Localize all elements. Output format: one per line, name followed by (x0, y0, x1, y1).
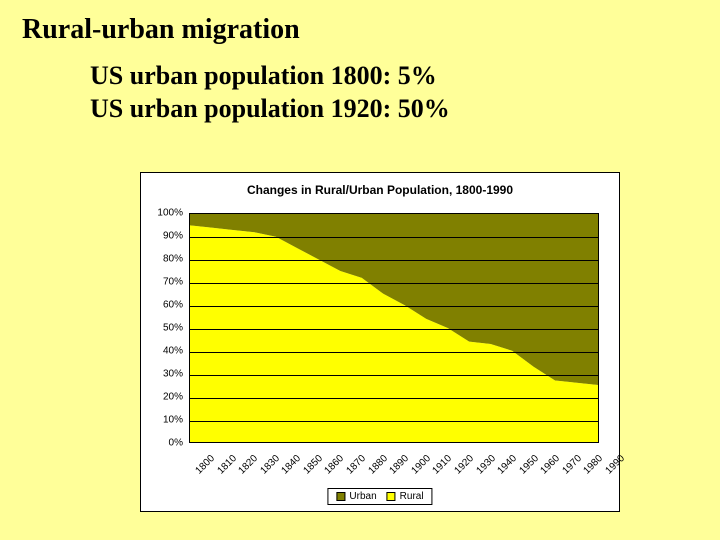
x-tick-label: 1830 (258, 453, 282, 477)
legend: Urban Rural (327, 488, 432, 505)
y-tick-label: 80% (143, 254, 183, 265)
x-tick-label: 1800 (194, 453, 218, 477)
chart-title: Changes in Rural/Urban Population, 1800-… (141, 173, 619, 205)
y-tick-label: 10% (143, 415, 183, 426)
legend-swatch-rural (387, 492, 396, 501)
x-tick-label: 1880 (366, 453, 390, 477)
x-tick-label: 1860 (323, 453, 347, 477)
gridline (190, 329, 598, 330)
gridline (190, 306, 598, 307)
legend-item-urban: Urban (336, 491, 376, 502)
stat-line-2: US urban population 1920: 50% (90, 93, 720, 126)
y-tick-label: 60% (143, 300, 183, 311)
y-tick-label: 70% (143, 277, 183, 288)
x-tick-label: 1950 (517, 453, 541, 477)
x-tick-label: 1810 (215, 453, 239, 477)
gridline (190, 260, 598, 261)
stats-block: US urban population 1800: 5% US urban po… (0, 46, 720, 125)
y-tick-label: 0% (143, 438, 183, 449)
x-tick-label: 1930 (474, 453, 498, 477)
x-tick-label: 1970 (560, 453, 584, 477)
chart-container: Changes in Rural/Urban Population, 1800-… (140, 172, 620, 512)
gridline (190, 237, 598, 238)
stat-line-1: US urban population 1800: 5% (90, 60, 720, 93)
legend-swatch-urban (336, 492, 345, 501)
x-tick-label: 1920 (452, 453, 476, 477)
y-tick-label: 40% (143, 346, 183, 357)
y-tick-label: 20% (143, 392, 183, 403)
legend-label-rural: Rural (400, 491, 424, 502)
x-tick-label: 1960 (539, 453, 563, 477)
x-tick-label: 1940 (496, 453, 520, 477)
gridline (190, 352, 598, 353)
y-tick-label: 30% (143, 369, 183, 380)
x-tick-label: 1850 (301, 453, 325, 477)
x-tick-label: 1910 (431, 453, 455, 477)
y-tick-label: 100% (143, 208, 183, 219)
y-tick-label: 90% (143, 231, 183, 242)
gridline (190, 398, 598, 399)
x-tick-label: 1820 (237, 453, 261, 477)
x-tick-label: 1990 (604, 453, 628, 477)
x-tick-label: 1840 (280, 453, 304, 477)
gridline (190, 375, 598, 376)
x-tick-label: 1980 (582, 453, 606, 477)
gridline (190, 421, 598, 422)
area-series-rural (190, 214, 598, 442)
gridline (190, 283, 598, 284)
y-tick-label: 50% (143, 323, 183, 334)
x-tick-label: 1890 (388, 453, 412, 477)
legend-item-rural: Rural (387, 491, 424, 502)
x-tick-label: 1870 (345, 453, 369, 477)
legend-label-urban: Urban (349, 491, 376, 502)
x-axis: 1800181018201830184018501860187018801890… (189, 447, 599, 487)
plot-area (189, 213, 599, 443)
page-title: Rural-urban migration (0, 0, 720, 46)
x-tick-label: 1900 (409, 453, 433, 477)
